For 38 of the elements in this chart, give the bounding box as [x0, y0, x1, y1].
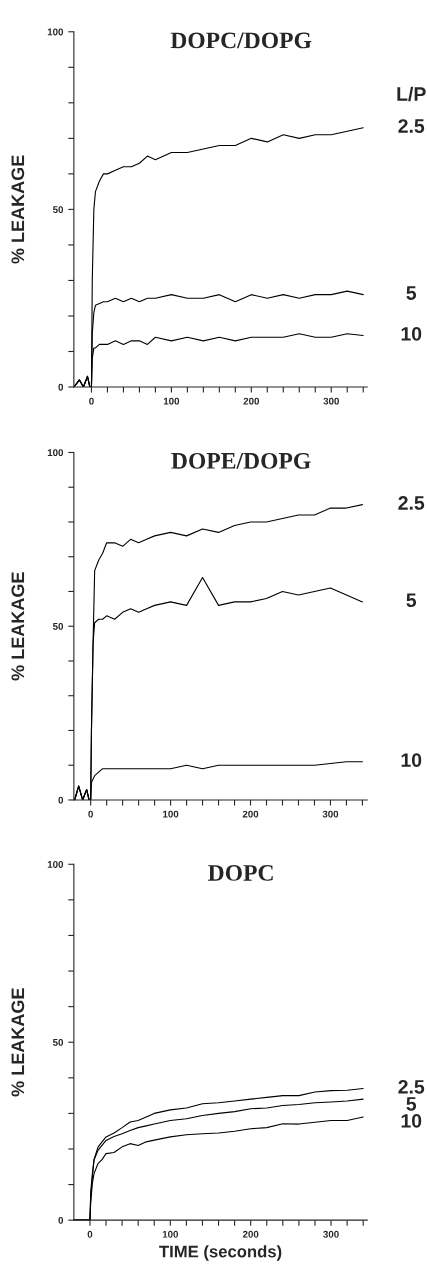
x-tick-label: 100	[162, 1230, 179, 1238]
y-tick-label: 0	[58, 796, 64, 804]
series-label: 2.5	[398, 496, 425, 510]
x-tick-label: 100	[163, 810, 179, 818]
text: 5	[406, 593, 417, 608]
x-axis-title: TIME (seconds)	[159, 1245, 282, 1261]
y-tick-label: 0	[58, 1216, 64, 1224]
text: 5	[406, 286, 417, 300]
y-tick-label: 50	[52, 1038, 64, 1046]
x-tick-label: 300	[323, 1230, 339, 1238]
x-tick-label: 300	[322, 810, 339, 818]
chart-title: DOPC/DOPG	[170, 32, 312, 49]
chart-title: DOPE/DOPG	[171, 452, 311, 469]
x-tick-label: 100	[163, 397, 180, 405]
series-label: 2.5	[398, 119, 425, 133]
series-label: 2.5	[398, 1079, 425, 1094]
y-tick-label: 100	[47, 449, 64, 457]
series-label: 10	[401, 326, 422, 341]
y-axis-title: % LEAKAGE	[11, 155, 25, 264]
x-tick-label: 0	[88, 810, 93, 818]
y-tick-label: 100	[47, 861, 64, 868]
x-tick-label: 0	[89, 397, 94, 405]
y-axis-title: % LEAKAGE	[11, 572, 25, 681]
y-tick-label: 100	[47, 28, 64, 36]
x-tick-label: 200	[242, 1230, 259, 1238]
x-tick-label: 200	[243, 397, 260, 405]
series-label: 10	[401, 1113, 422, 1128]
text: 5	[406, 1097, 417, 1111]
text: 10	[401, 753, 422, 767]
x-tick-label: 0	[87, 1230, 93, 1238]
x-tick-label: 200	[242, 810, 259, 818]
x-tick-label: 300	[323, 397, 339, 405]
y-axis-title: % LEAKAGE	[11, 988, 25, 1097]
y-tick-label: 0	[58, 383, 64, 391]
y-tick-label: 50	[52, 206, 64, 214]
legend-title: L/P	[397, 86, 426, 102]
y-tick-label: 50	[52, 622, 64, 630]
chart-title: DOPC	[208, 865, 273, 881]
